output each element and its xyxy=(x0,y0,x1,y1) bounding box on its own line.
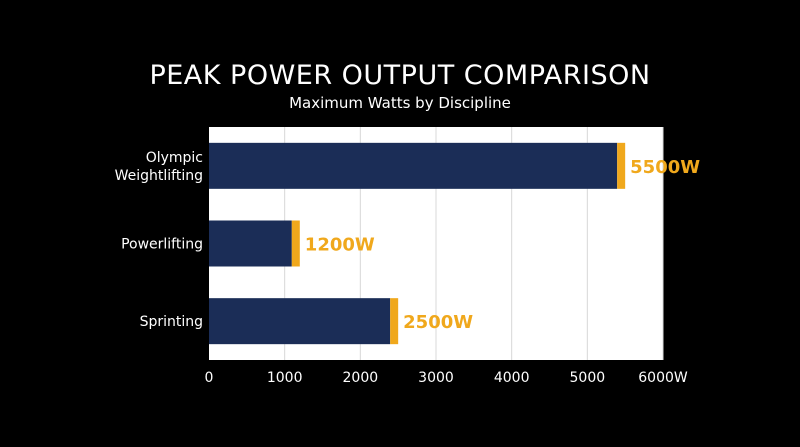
bar xyxy=(209,142,618,189)
x-tick-label: 3000 xyxy=(418,370,454,386)
bar-cap xyxy=(390,298,399,345)
category-label: Olympic Weightlifting xyxy=(115,150,203,184)
x-tick-label: 1000 xyxy=(267,370,303,386)
data-label: 5500W xyxy=(630,157,700,178)
data-label: 2500W xyxy=(403,312,473,333)
x-tick-label: 2000 xyxy=(343,370,379,386)
bar-cap xyxy=(617,142,626,189)
x-tick-label: 0 xyxy=(205,370,214,386)
x-tick-label: 4000 xyxy=(494,370,530,386)
x-tick-label: 6000W xyxy=(638,370,688,386)
bar xyxy=(209,220,292,267)
data-label: 1200W xyxy=(305,235,375,256)
bar-cap xyxy=(291,220,300,267)
chart-subtitle: Maximum Watts by Discipline xyxy=(289,94,511,112)
category-label: Sprinting xyxy=(140,314,203,330)
chart-title: PEAK POWER OUTPUT COMPARISON xyxy=(149,60,651,91)
x-tick-label: 5000 xyxy=(570,370,606,386)
category-label: Powerlifting xyxy=(121,237,203,253)
bar xyxy=(209,298,391,345)
